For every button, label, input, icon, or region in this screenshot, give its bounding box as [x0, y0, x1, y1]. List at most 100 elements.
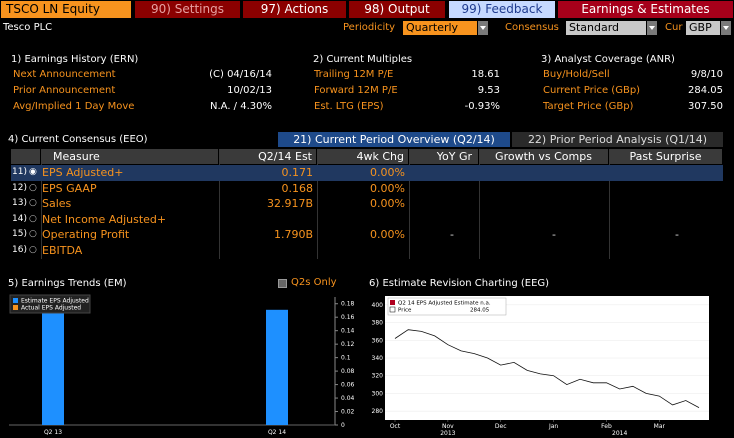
current-multiples-title: 2) Current Multiples — [313, 54, 413, 65]
y-tick-label: 0.02 — [341, 409, 355, 416]
consensus-title[interactable]: 4) Current Consensus (EEO) — [8, 134, 148, 145]
eh-label-2: Avg/Implied 1 Day Move — [13, 101, 135, 112]
column-header-growth[interactable]: Growth vs Comps — [479, 149, 609, 164]
top-bar: TSCO LN Equity 90) Settings 97) Actions … — [0, 0, 734, 19]
column-header-measure[interactable]: Measure — [41, 149, 219, 164]
row-number: 12) — [12, 182, 27, 193]
legend-swatch-estimate — [13, 298, 18, 303]
table-row[interactable]: 15) ○ Operating Profit 1.790B 0.00% - - … — [11, 227, 723, 243]
y-tick-label: 320 — [372, 373, 384, 380]
legend-label-price: Price — [398, 308, 412, 314]
row-number: 16) — [12, 245, 27, 255]
table-row[interactable]: 16) ○ EBITDA — [11, 243, 723, 259]
legend-box — [387, 297, 507, 316]
consensus-label: Consensus — [505, 22, 559, 33]
consensus-dropdown-icon[interactable] — [647, 21, 657, 35]
x-tick-label: Nov — [442, 423, 454, 430]
feedback-button[interactable]: 99) Feedback — [449, 1, 555, 18]
year-label: 2013 — [440, 430, 455, 437]
legend-value-price: 284.05 — [470, 308, 490, 314]
column-header-yoy[interactable]: YoY Gr — [409, 149, 479, 164]
ac-label-1: Current Price (GBp) — [543, 85, 641, 96]
output-button[interactable]: 98) Output — [349, 1, 445, 18]
row-radio-icon[interactable]: ○ — [29, 198, 37, 209]
y-tick-label: 0.14 — [341, 328, 355, 335]
row-growth: - — [552, 228, 556, 242]
row-number: 13) — [12, 198, 27, 209]
y-tick-label: 300 — [372, 390, 384, 397]
row-radio-icon[interactable]: ○ — [29, 213, 37, 224]
column-header-chg[interactable]: 4wk Chg — [317, 149, 409, 164]
ticker-field[interactable]: TSCO LN Equity — [1, 1, 131, 18]
consensus-select[interactable]: Standard — [566, 21, 646, 35]
earnings-trends-title[interactable]: 5) Earnings Trends (EM) — [8, 278, 127, 289]
column-divider — [409, 164, 410, 259]
table-row[interactable]: 13) ○ Sales 32.917B 0.00% — [11, 196, 723, 212]
currency-select[interactable]: GBP — [686, 21, 720, 35]
cm-label-1: Forward 12M P/E — [314, 85, 398, 96]
estimate-revision-title[interactable]: 6) Estimate Revision Charting (EEG) — [369, 278, 550, 289]
ac-value-0: 9/8/10 — [690, 69, 723, 80]
x-tick-label: Mar — [654, 423, 666, 430]
x-tick-label: Q2 13 — [44, 429, 62, 436]
column-header-est[interactable]: Q2/14 Est — [219, 149, 317, 164]
actions-button[interactable]: 97) Actions — [243, 1, 346, 18]
cm-value-1: 9.53 — [477, 85, 500, 96]
earnings-history-title[interactable]: 1) Earnings History (ERN) — [11, 54, 139, 65]
row-radio-icon[interactable]: ○ — [29, 182, 37, 193]
row-radio-icon[interactable]: ○ — [29, 245, 37, 255]
table-row[interactable]: 14) ○ Net Income Adjusted+ — [11, 212, 723, 228]
legend-box — [9, 294, 91, 314]
row-chg: 0.00% — [370, 166, 405, 179]
y-tick-label: 400 — [372, 302, 384, 309]
ac-value-2: 307.50 — [688, 101, 723, 112]
column-divider — [317, 164, 318, 259]
tab-current-period[interactable]: 21) Current Period Overview (Q2/14) — [278, 132, 510, 147]
row-est: 0.171 — [281, 166, 314, 179]
column-header-num — [11, 149, 41, 164]
column-divider — [41, 164, 42, 259]
eh-label-1: Prior Announcement — [13, 85, 116, 96]
periodicity-label: Periodicity — [343, 22, 396, 33]
tab-prior-period[interactable]: 22) Prior Period Analysis (Q1/14) — [512, 132, 723, 147]
y-tick-label: 280 — [372, 408, 384, 415]
eh-value-0: (C) 04/16/14 — [209, 69, 272, 80]
currency-label: Cur — [665, 22, 683, 33]
row-number: 11) — [12, 167, 27, 177]
x-tick-label: Oct — [390, 423, 401, 430]
column-divider — [609, 164, 610, 259]
row-measure: EBITDA — [42, 244, 83, 257]
x-tick-label: Q2 14 — [268, 429, 286, 436]
table-row[interactable]: 11) ◉ EPS Adjusted+ 0.171 0.00% — [11, 165, 723, 181]
legend-label-estimate: Q2 14 EPS Adjusted Estimate n.a. — [398, 301, 491, 307]
analyst-coverage-title[interactable]: 3) Analyst Coverage (ANR) — [541, 54, 675, 65]
row-radio-icon[interactable]: ◉ — [29, 167, 37, 177]
settings-button[interactable]: 90) Settings — [135, 1, 240, 18]
y-tick-label: 0.08 — [341, 368, 355, 375]
table-row[interactable]: 12) ○ EPS GAAP 0.168 0.00% — [11, 181, 723, 197]
periodicity-select[interactable]: Quarterly — [403, 21, 477, 35]
y-tick-label: 0 — [341, 422, 345, 429]
earnings-trends-chart: 0.18 0.16 0.14 0.12 0.1 0.08 0.06 0.04 0.02 0 Q2 1… — [9, 292, 365, 438]
q2s-only-checkbox[interactable] — [278, 279, 287, 288]
row-yoy: - — [450, 228, 454, 242]
estimate-revision-chart: 400 380 360 340 320 300 280 Oct Nov Dec Jan Feb Mar 2… — [367, 292, 712, 438]
row-measure: EPS GAAP — [42, 181, 97, 195]
row-measure: Operating Profit — [42, 228, 130, 242]
legend-swatch-estimate — [390, 300, 395, 305]
legend-swatch-price — [389, 306, 396, 313]
periodicity-dropdown-icon[interactable] — [478, 21, 488, 35]
legend-label-estimate: Estimate EPS Adjusted — [21, 298, 89, 305]
row-radio-icon[interactable]: ○ — [29, 229, 37, 240]
y-tick-label: 0.12 — [341, 341, 355, 348]
ac-label-0: Buy/Hold/Sell — [543, 69, 610, 80]
y-tick-label: 0.04 — [341, 395, 355, 402]
column-divider — [479, 164, 480, 259]
currency-dropdown-icon[interactable] — [721, 21, 731, 35]
ac-value-1: 284.05 — [688, 85, 723, 96]
y-tick-label: 340 — [372, 355, 384, 362]
x-tick-label: Dec — [495, 423, 507, 430]
column-header-surprise[interactable]: Past Surprise — [609, 149, 723, 164]
column-divider — [219, 164, 220, 259]
legend-label-actual: Actual EPS Adjusted — [21, 305, 81, 312]
